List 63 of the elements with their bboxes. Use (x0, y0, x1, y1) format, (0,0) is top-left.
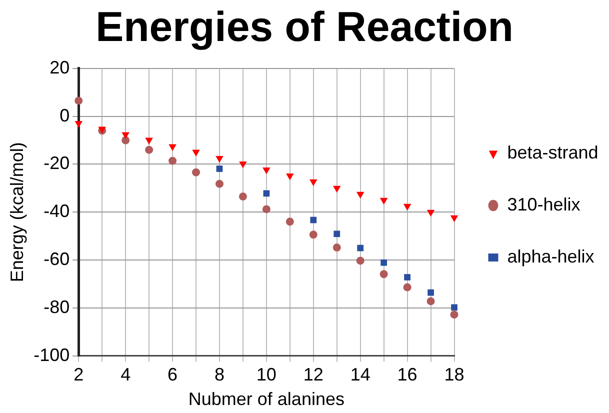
point (215, 180, 224, 188)
point (122, 132, 130, 139)
point (216, 166, 223, 172)
chart-title: Energies of Reaction (96, 2, 514, 50)
y-tick-label: 20 (50, 57, 70, 78)
point (356, 256, 364, 265)
point (426, 297, 435, 306)
x-tick-label: 2 (74, 364, 84, 385)
y-tick-label: -60 (44, 248, 70, 269)
point (74, 120, 83, 128)
point (263, 190, 270, 197)
y-tick-label: -100 (34, 344, 70, 365)
point (145, 138, 153, 145)
point (450, 215, 458, 222)
x-tick-label: 14 (350, 364, 370, 385)
point (403, 283, 412, 292)
point (332, 244, 341, 252)
point (380, 259, 388, 266)
point (403, 204, 412, 211)
point (309, 179, 318, 186)
point (426, 210, 435, 217)
y-tick-label: 0 (60, 105, 70, 126)
point (192, 150, 200, 156)
x-tick-label: 8 (214, 364, 224, 385)
x-axis-title: Nubmer of alanines (188, 389, 344, 410)
y-tick-label: -40 (44, 201, 70, 222)
y-tick-label: -80 (44, 296, 70, 317)
point (286, 218, 294, 226)
x-tick-label: 10 (256, 364, 276, 385)
point (216, 156, 224, 163)
point (238, 192, 247, 201)
point (145, 146, 154, 154)
point (262, 205, 270, 214)
point (357, 244, 364, 252)
y-axis-title: Energy (kcal/mol) (6, 142, 27, 282)
point (168, 144, 176, 151)
point (332, 186, 341, 193)
point (451, 304, 458, 311)
legend-label: beta-strand (507, 142, 598, 162)
x-tick-label: 16 (397, 364, 418, 385)
point (192, 168, 200, 176)
point (310, 216, 317, 224)
point (239, 161, 247, 168)
point (380, 270, 388, 278)
point (168, 156, 177, 165)
point (404, 274, 410, 280)
y-tick-label: -20 (44, 153, 70, 174)
point (334, 230, 340, 238)
point (74, 96, 83, 105)
point (262, 167, 270, 174)
legend-label: alpha-helix (507, 246, 594, 266)
point (450, 310, 458, 319)
point (356, 192, 364, 199)
x-tick-label: 4 (120, 364, 131, 385)
legend-label: 310-helix (507, 194, 580, 214)
point (380, 198, 388, 205)
point (286, 173, 294, 180)
x-tick-label: 18 (444, 364, 464, 385)
point (309, 230, 318, 239)
point (122, 136, 130, 144)
x-tick-label: 6 (168, 364, 178, 385)
x-tick-label: 12 (303, 364, 324, 385)
point (428, 289, 434, 296)
